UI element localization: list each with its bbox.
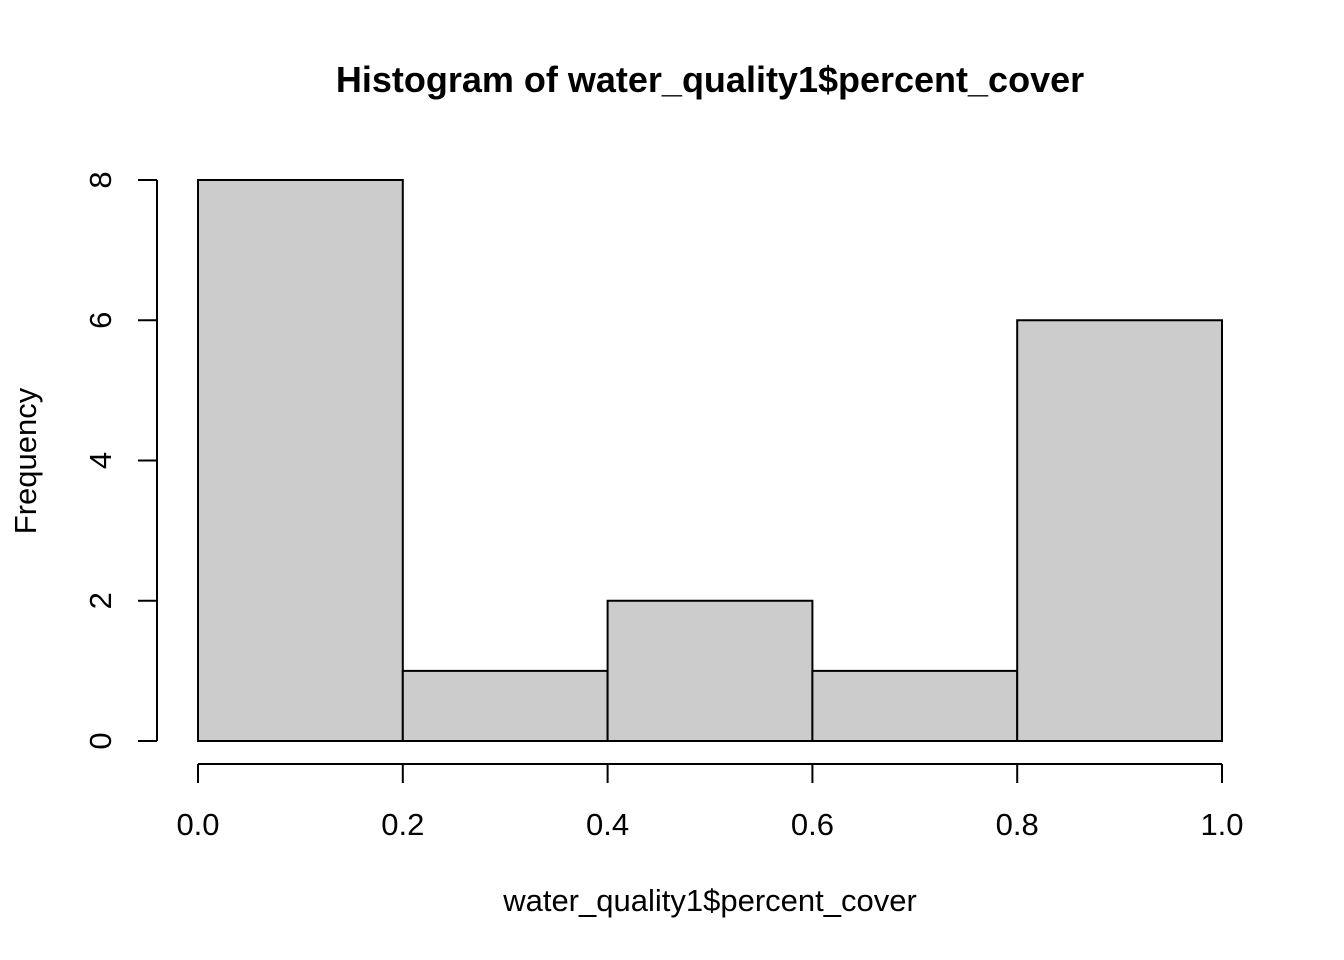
x-tick-label: 0.8 <box>996 807 1039 842</box>
y-tick-label: 8 <box>83 171 118 188</box>
x-axis-label: water_quality1$percent_cover <box>502 883 917 918</box>
histogram-bar-0 <box>197 179 404 742</box>
y-axis: 0 2 4 6 8 <box>83 171 158 750</box>
x-tick-label: 0.2 <box>381 807 424 842</box>
histogram-bar-2 <box>606 599 814 742</box>
x-axis: 0.0 0.2 0.4 0.6 0.8 1.0 <box>176 763 1244 842</box>
histogram-bar-4 <box>1016 319 1224 742</box>
x-tick-label: 0.6 <box>791 807 834 842</box>
chart-title: Histogram of water_quality1$percent_cove… <box>336 59 1084 100</box>
y-tick-label: 4 <box>83 452 118 469</box>
x-tick-label: 0.4 <box>586 807 629 842</box>
y-tick-label: 6 <box>83 312 118 329</box>
y-axis-label: Frequency <box>8 387 43 534</box>
y-tick-label: 0 <box>83 732 118 749</box>
x-tick-label: 0.0 <box>176 807 219 842</box>
y-tick-label: 2 <box>83 592 118 609</box>
histogram-bar-3 <box>811 669 1019 742</box>
histogram-bar-1 <box>401 669 609 742</box>
x-tick-label: 1.0 <box>1200 807 1243 842</box>
bars-group <box>197 179 1224 742</box>
